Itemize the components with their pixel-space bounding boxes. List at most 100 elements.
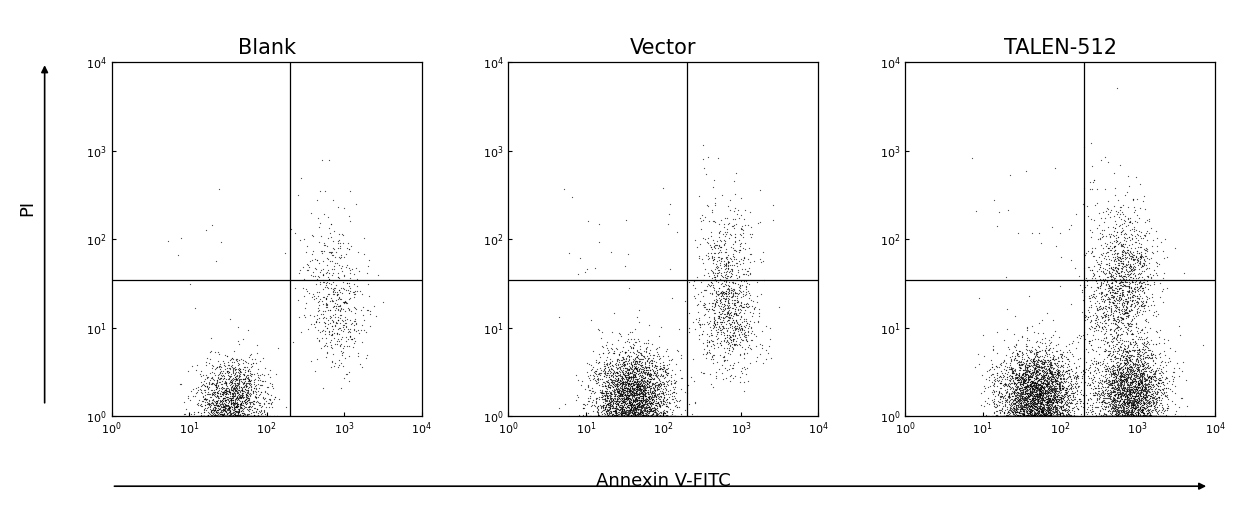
Point: [601, 379, 621, 387]
Point: [1037, 412, 1056, 420]
Point: [1086, 412, 1106, 420]
Point: [997, 409, 1017, 417]
Point: [298, 242, 317, 250]
Point: [1073, 404, 1092, 412]
Point: [636, 412, 656, 420]
Point: [1131, 252, 1151, 260]
Point: [1120, 347, 1140, 356]
Point: [1151, 399, 1171, 408]
Point: [632, 373, 652, 381]
Point: [1030, 411, 1050, 419]
Point: [1121, 402, 1141, 411]
Point: [1107, 394, 1127, 402]
Point: [1025, 379, 1045, 387]
Point: [1006, 343, 1025, 351]
Point: [619, 379, 639, 387]
Point: [621, 405, 641, 413]
Point: [640, 376, 660, 385]
Point: [609, 363, 629, 371]
Point: [714, 324, 734, 332]
Point: [594, 412, 614, 420]
Point: [1012, 348, 1032, 356]
Point: [1135, 412, 1154, 420]
Point: [724, 224, 744, 232]
Point: [720, 308, 740, 317]
Point: [1106, 389, 1126, 398]
Point: [198, 359, 218, 367]
Point: [1021, 391, 1040, 399]
Point: [994, 361, 1014, 370]
Point: [1029, 412, 1049, 420]
Point: [1034, 412, 1054, 420]
Point: [216, 412, 236, 420]
Point: [600, 412, 620, 420]
Point: [231, 400, 250, 408]
Point: [226, 394, 246, 402]
Point: [1039, 384, 1059, 392]
Point: [653, 389, 673, 397]
Point: [615, 370, 635, 379]
Point: [1028, 412, 1048, 420]
Point: [1105, 378, 1125, 386]
Point: [1075, 365, 1095, 373]
Point: [616, 412, 636, 420]
Point: [1109, 385, 1128, 394]
Point: [1122, 330, 1142, 339]
Point: [640, 399, 660, 407]
Point: [1042, 385, 1061, 393]
Point: [1042, 374, 1061, 383]
Point: [740, 323, 760, 332]
Point: [1106, 231, 1126, 240]
Point: [305, 272, 325, 281]
Point: [1156, 367, 1176, 375]
Point: [1131, 412, 1151, 420]
Point: [1028, 412, 1048, 420]
Point: [1127, 283, 1147, 291]
Point: [621, 343, 641, 351]
Point: [1137, 392, 1157, 400]
Point: [722, 310, 742, 319]
Point: [615, 338, 635, 346]
Point: [1116, 379, 1136, 387]
Point: [632, 393, 652, 401]
Point: [1112, 220, 1132, 228]
Point: [699, 305, 719, 313]
Point: [620, 395, 640, 404]
Point: [1004, 395, 1024, 404]
Point: [1050, 384, 1070, 392]
Point: [644, 393, 663, 401]
Point: [221, 412, 241, 420]
Point: [1111, 392, 1131, 400]
Point: [1122, 406, 1142, 414]
Point: [1111, 271, 1131, 280]
Point: [1106, 398, 1126, 407]
Point: [646, 395, 666, 404]
Point: [606, 412, 626, 420]
Point: [1118, 268, 1138, 276]
Point: [723, 364, 743, 372]
Point: [1117, 411, 1137, 420]
Point: [697, 285, 717, 294]
Point: [1106, 400, 1126, 409]
Point: [1133, 360, 1153, 369]
Point: [649, 355, 668, 363]
Point: [315, 282, 335, 291]
Point: [1132, 294, 1152, 302]
Point: [1121, 378, 1141, 386]
Point: [599, 400, 619, 409]
Point: [663, 376, 683, 384]
Point: [718, 288, 738, 296]
Point: [1146, 307, 1166, 316]
Point: [1047, 412, 1066, 420]
Point: [1092, 382, 1112, 391]
Point: [1118, 400, 1138, 408]
Point: [1013, 402, 1033, 411]
Point: [631, 405, 651, 413]
Point: [222, 412, 242, 420]
Point: [1120, 389, 1140, 398]
Point: [745, 303, 765, 311]
Point: [613, 378, 632, 386]
Point: [1118, 297, 1138, 305]
Point: [1132, 252, 1152, 260]
Point: [330, 319, 350, 327]
